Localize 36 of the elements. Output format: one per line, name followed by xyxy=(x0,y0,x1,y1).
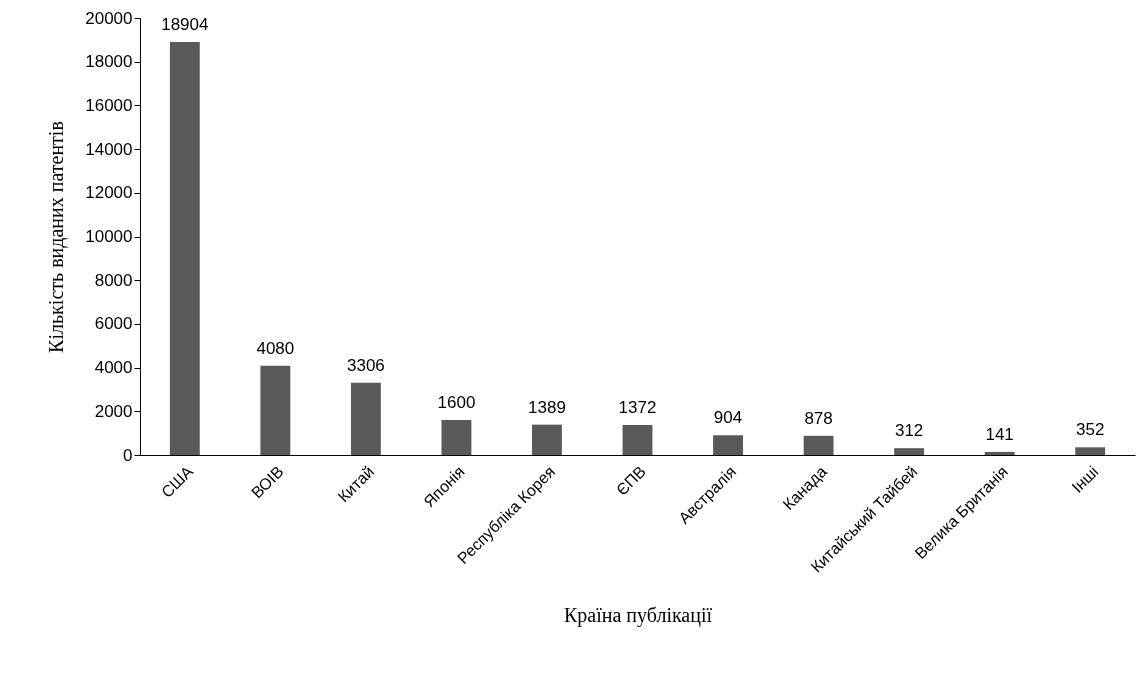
data-label: 878 xyxy=(804,408,833,428)
data-label: 904 xyxy=(713,408,743,428)
data-label: 1600 xyxy=(437,393,476,413)
bar xyxy=(713,435,743,455)
y-axis-title: Кількість виданих патентів xyxy=(45,121,69,353)
y-tick-label: 20000 xyxy=(85,8,133,28)
y-tick-label: 0 xyxy=(123,445,133,465)
y-tick-label: 12000 xyxy=(85,183,133,203)
data-label: 18904 xyxy=(161,14,209,34)
data-label: 1372 xyxy=(618,398,657,418)
bar xyxy=(894,448,925,455)
bar xyxy=(532,424,562,455)
y-tick-label: 4000 xyxy=(94,358,133,378)
data-label: 312 xyxy=(894,421,924,441)
bar xyxy=(803,435,834,455)
y-tick-label: 16000 xyxy=(85,95,133,115)
x-axis-title: Країна публікації xyxy=(563,603,713,627)
bar xyxy=(350,382,381,455)
bar xyxy=(984,451,1015,455)
data-label: 4080 xyxy=(256,338,295,358)
data-label: 352 xyxy=(1076,420,1105,440)
data-label: 1389 xyxy=(528,397,566,417)
bar xyxy=(169,41,200,455)
bar xyxy=(622,425,653,455)
y-tick-label: 2000 xyxy=(94,401,133,421)
bar xyxy=(260,365,291,455)
bar xyxy=(1075,447,1106,455)
y-tick-label: 14000 xyxy=(85,139,133,159)
x-tick-label: ЄПВ xyxy=(612,462,649,499)
y-tick-label: 10000 xyxy=(85,227,133,246)
data-label: 3306 xyxy=(346,355,385,375)
y-tick-label: 8000 xyxy=(94,270,133,290)
y-tick-label: 6000 xyxy=(94,314,133,334)
y-tick-label: 18000 xyxy=(85,52,133,72)
data-label: 141 xyxy=(985,424,1014,444)
bar xyxy=(441,420,472,455)
